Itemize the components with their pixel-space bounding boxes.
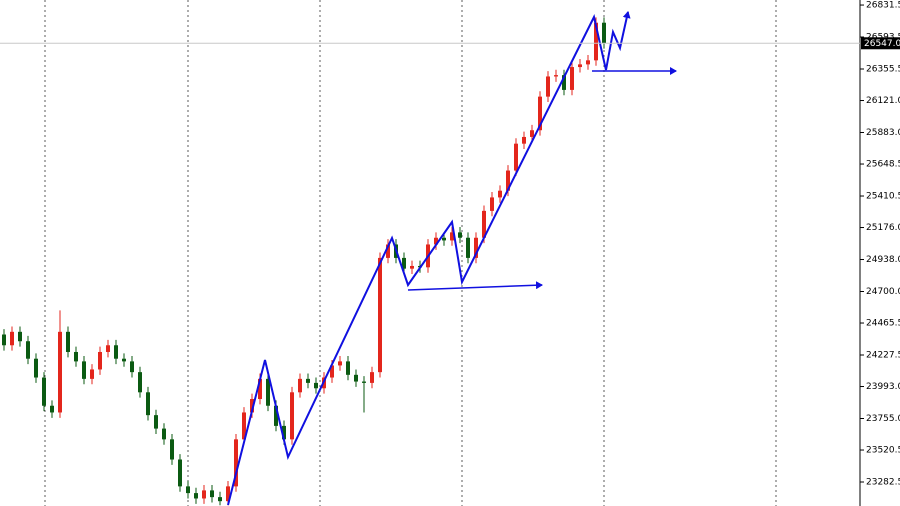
candle-body (250, 399, 254, 413)
candle-body (58, 331, 62, 413)
candle-body (130, 361, 134, 373)
y-tick-label: 24938.0 (866, 255, 900, 265)
candle-body (458, 232, 462, 238)
y-tick-label: 25648.5 (866, 160, 900, 170)
y-tick-label: 25883.0 (866, 128, 900, 138)
candle-body (146, 392, 150, 416)
candle-body (202, 490, 206, 499)
candle-body (570, 67, 574, 90)
candle-body (122, 358, 126, 362)
candle-body (162, 428, 166, 440)
candle-body (554, 75, 558, 77)
candle-body (194, 493, 198, 499)
time-separators (44, 0, 777, 506)
candle-body (450, 232, 454, 241)
candle-body (562, 75, 566, 90)
candle-body (314, 382, 318, 389)
candle-body (42, 377, 46, 406)
candle-body (434, 237, 438, 245)
y-tick-label: 23520.5 (866, 446, 900, 456)
candle-body (90, 369, 94, 379)
candle-body (402, 257, 406, 269)
candle-body (482, 210, 486, 238)
candle-body (498, 190, 502, 198)
candle-body (410, 265, 414, 269)
y-tick-label: 26355.5 (866, 65, 900, 75)
candle-body (546, 76, 550, 97)
candle-body (506, 170, 510, 191)
candle-body (210, 490, 214, 498)
candle-body (26, 341, 30, 359)
y-tick-label: 23755.0 (866, 414, 900, 424)
candle-body (106, 345, 110, 352)
candle-body (178, 459, 182, 487)
y-tick-label: 23993.0 (866, 382, 900, 392)
candle-body (50, 405, 54, 413)
candle-body (538, 96, 542, 131)
candle-body (362, 381, 366, 383)
y-tick-label: 26121.0 (866, 96, 900, 106)
candle-body (266, 378, 270, 406)
candle-body (330, 365, 334, 378)
candle-body (578, 64, 582, 68)
y-tick-label: 24465.5 (866, 319, 900, 329)
y-tick-label: 25410.5 (866, 192, 900, 202)
candle-body (338, 361, 342, 366)
candle-body (370, 372, 374, 383)
candle-body (218, 497, 222, 502)
trend-drawings (227, 11, 677, 506)
candle-body (522, 136, 526, 144)
candle-body (354, 374, 358, 382)
candle-body (298, 378, 302, 393)
candle-body (258, 378, 262, 400)
candle-body (98, 351, 102, 370)
y-tick-label: 26831.5 (866, 1, 900, 11)
candle-body (226, 486, 230, 502)
zigzag-trend (227, 11, 631, 506)
candle-body (18, 331, 22, 342)
candle-body (474, 237, 478, 258)
candle-body (138, 372, 142, 393)
candle-body (602, 22, 606, 44)
candle-body (34, 358, 38, 378)
last-price-label: 26547.0 (864, 39, 900, 49)
candle-body (290, 392, 294, 440)
y-tick-label: 25176.0 (866, 223, 900, 233)
candle-body (66, 331, 70, 352)
price-scale: 26831.526593.526355.526121.025883.025648… (860, 1, 900, 488)
candle-body (114, 345, 118, 359)
candle-body (2, 334, 6, 346)
candle-body (306, 378, 310, 383)
candle-body (490, 197, 494, 211)
candle-body (514, 143, 518, 171)
candle-body (234, 439, 238, 487)
y-tick-label: 24700.0 (866, 287, 900, 297)
y-tick-label: 23282.5 (866, 478, 900, 488)
candle-body (10, 331, 14, 346)
candle-body (466, 237, 470, 258)
candle-body (274, 405, 278, 426)
candle-body (378, 257, 382, 373)
candle-body (530, 130, 534, 137)
candle-body (74, 351, 78, 362)
candle-body (386, 244, 390, 258)
candle-body (154, 415, 158, 429)
support-arrow (407, 281, 543, 291)
candle-body (586, 60, 590, 65)
candle-body (242, 412, 246, 440)
y-tick-label: 24227.5 (866, 351, 900, 361)
candle-body (170, 439, 174, 460)
candle-body (282, 425, 286, 440)
candle-body (594, 22, 598, 61)
candles (2, 17, 606, 506)
candle-body (186, 486, 190, 494)
candle-body (82, 361, 86, 379)
candle-body (442, 237, 446, 241)
candle-body (346, 361, 350, 375)
last-price-box (861, 37, 900, 50)
